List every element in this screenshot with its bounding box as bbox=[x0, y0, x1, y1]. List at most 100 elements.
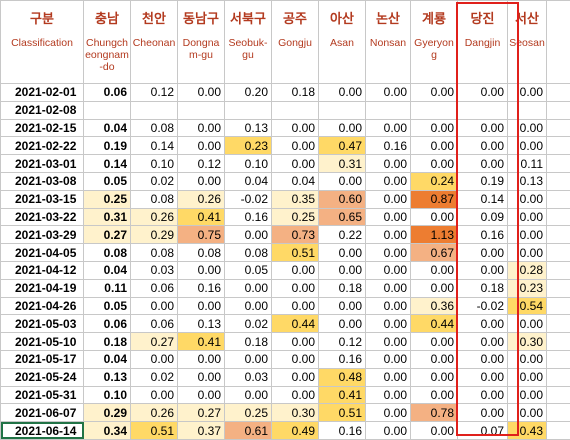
value-cell[interactable]: 0.54 bbox=[507, 296, 547, 316]
value-cell[interactable]: 0.12 bbox=[130, 83, 178, 102]
value-cell[interactable]: 0.06 bbox=[130, 314, 178, 334]
value-cell[interactable]: 0.13 bbox=[507, 171, 547, 191]
value-cell[interactable]: 0.00 bbox=[410, 385, 458, 405]
value-cell[interactable]: 0.23 bbox=[224, 136, 272, 156]
value-cell[interactable]: 0.00 bbox=[177, 385, 225, 405]
header-col-extra[interactable] bbox=[546, 0, 570, 84]
date-cell[interactable]: 2021-04-12 bbox=[0, 260, 84, 280]
value-cell[interactable]: 0.28 bbox=[507, 260, 547, 280]
value-cell[interactable] bbox=[546, 154, 570, 173]
date-cell[interactable]: 2021-03-01 bbox=[0, 154, 84, 173]
value-cell[interactable]: 0.11 bbox=[507, 154, 547, 173]
date-cell[interactable]: 2021-06-14 bbox=[0, 421, 84, 440]
value-cell[interactable]: 0.08 bbox=[83, 243, 131, 262]
value-cell[interactable]: 0.00 bbox=[507, 314, 547, 334]
date-cell[interactable]: 2021-02-15 bbox=[0, 118, 84, 138]
value-cell[interactable]: 0.00 bbox=[271, 154, 319, 173]
value-cell[interactable]: 0.26 bbox=[130, 207, 178, 227]
value-cell[interactable]: 0.00 bbox=[507, 243, 547, 262]
value-cell[interactable]: 0.00 bbox=[365, 118, 411, 138]
value-cell[interactable]: 0.16 bbox=[224, 207, 272, 227]
value-cell[interactable] bbox=[546, 421, 570, 440]
value-cell[interactable] bbox=[318, 100, 366, 120]
value-cell[interactable]: 0.00 bbox=[410, 278, 458, 298]
value-cell[interactable]: 0.06 bbox=[83, 83, 131, 102]
value-cell[interactable]: 1.13 bbox=[410, 225, 458, 245]
value-cell[interactable] bbox=[271, 100, 319, 120]
value-cell[interactable]: 0.25 bbox=[271, 207, 319, 227]
value-cell[interactable]: 0.16 bbox=[318, 421, 366, 440]
value-cell[interactable]: 0.37 bbox=[177, 421, 225, 440]
value-cell[interactable]: 0.06 bbox=[83, 314, 131, 334]
header-col-gyeryong[interactable]: 계룡 Gyeryong bbox=[410, 0, 458, 84]
value-cell[interactable]: 0.75 bbox=[177, 225, 225, 245]
value-cell[interactable] bbox=[546, 136, 570, 156]
value-cell[interactable]: 0.24 bbox=[410, 171, 458, 191]
value-cell[interactable] bbox=[546, 385, 570, 405]
header-col-dongnam-gu[interactable]: 동남구 Dongnam-gu bbox=[177, 0, 225, 84]
value-cell[interactable]: 0.00 bbox=[365, 260, 411, 280]
value-cell[interactable]: 0.09 bbox=[457, 207, 508, 227]
value-cell[interactable]: 0.04 bbox=[83, 118, 131, 138]
date-cell[interactable]: 2021-02-01 bbox=[0, 83, 84, 102]
value-cell[interactable]: 0.00 bbox=[410, 349, 458, 369]
value-cell[interactable]: 0.00 bbox=[177, 136, 225, 156]
value-cell[interactable]: 0.41 bbox=[177, 332, 225, 351]
date-cell[interactable]: 2021-03-22 bbox=[0, 207, 84, 227]
value-cell[interactable]: 0.00 bbox=[177, 367, 225, 387]
header-col-chungcheongnam-do[interactable]: 충남 Chungcheongnam-do bbox=[83, 0, 131, 84]
header-col-dangjin[interactable]: 당진 Dangjin bbox=[457, 0, 508, 84]
value-cell[interactable]: 0.05 bbox=[83, 296, 131, 316]
value-cell[interactable] bbox=[83, 100, 131, 120]
value-cell[interactable]: 0.00 bbox=[130, 296, 178, 316]
value-cell[interactable]: 0.27 bbox=[83, 225, 131, 245]
value-cell[interactable]: 0.00 bbox=[318, 83, 366, 102]
value-cell[interactable]: 0.18 bbox=[318, 278, 366, 298]
value-cell[interactable]: 0.00 bbox=[365, 243, 411, 262]
date-cell[interactable]: 2021-04-26 bbox=[0, 296, 84, 316]
value-cell[interactable]: 0.30 bbox=[271, 403, 319, 423]
value-cell[interactable] bbox=[546, 403, 570, 423]
value-cell[interactable]: 0.00 bbox=[318, 296, 366, 316]
value-cell[interactable] bbox=[546, 225, 570, 245]
value-cell[interactable]: 0.25 bbox=[224, 403, 272, 423]
value-cell[interactable] bbox=[546, 100, 570, 120]
value-cell[interactable]: 0.16 bbox=[318, 349, 366, 369]
value-cell[interactable]: 0.00 bbox=[365, 367, 411, 387]
value-cell[interactable]: 0.03 bbox=[224, 367, 272, 387]
value-cell[interactable]: 0.00 bbox=[224, 296, 272, 316]
date-cell[interactable]: 2021-03-15 bbox=[0, 189, 84, 209]
value-cell[interactable]: -0.02 bbox=[457, 296, 508, 316]
value-cell[interactable]: 0.00 bbox=[507, 349, 547, 369]
value-cell[interactable]: 0.00 bbox=[271, 367, 319, 387]
value-cell[interactable]: 0.67 bbox=[410, 243, 458, 262]
value-cell[interactable]: 0.29 bbox=[130, 225, 178, 245]
value-cell[interactable]: 0.36 bbox=[410, 296, 458, 316]
value-cell[interactable]: 0.00 bbox=[410, 154, 458, 173]
value-cell[interactable]: 0.00 bbox=[507, 225, 547, 245]
value-cell[interactable]: 0.00 bbox=[365, 154, 411, 173]
value-cell[interactable]: 0.00 bbox=[224, 349, 272, 369]
value-cell[interactable]: 0.41 bbox=[318, 385, 366, 405]
date-cell[interactable]: 2021-02-22 bbox=[0, 136, 84, 156]
value-cell[interactable] bbox=[410, 100, 458, 120]
value-cell[interactable]: 0.00 bbox=[410, 367, 458, 387]
value-cell[interactable]: 0.00 bbox=[507, 136, 547, 156]
value-cell[interactable]: 0.00 bbox=[318, 243, 366, 262]
value-cell[interactable]: 0.07 bbox=[457, 421, 508, 440]
value-cell[interactable]: 0.87 bbox=[410, 189, 458, 209]
value-cell[interactable] bbox=[546, 349, 570, 369]
value-cell[interactable] bbox=[546, 260, 570, 280]
value-cell[interactable]: 0.12 bbox=[177, 154, 225, 173]
date-cell[interactable]: 2021-02-08 bbox=[0, 100, 84, 120]
value-cell[interactable]: 0.26 bbox=[177, 189, 225, 209]
value-cell[interactable]: 0.00 bbox=[365, 225, 411, 245]
date-cell[interactable]: 2021-05-17 bbox=[0, 349, 84, 369]
value-cell[interactable] bbox=[546, 332, 570, 351]
value-cell[interactable]: 0.04 bbox=[224, 171, 272, 191]
value-cell[interactable]: 0.00 bbox=[365, 314, 411, 334]
value-cell[interactable] bbox=[546, 207, 570, 227]
value-cell[interactable]: 0.00 bbox=[507, 118, 547, 138]
value-cell[interactable]: 0.35 bbox=[271, 189, 319, 209]
value-cell[interactable]: 0.03 bbox=[130, 260, 178, 280]
